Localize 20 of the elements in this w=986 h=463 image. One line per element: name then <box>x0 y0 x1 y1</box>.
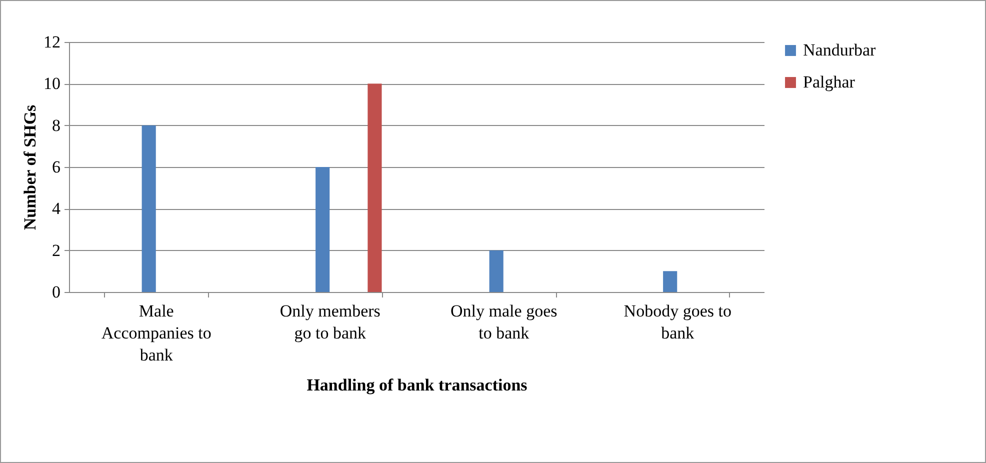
bar <box>368 84 382 292</box>
bar <box>316 167 330 292</box>
x-tick-label: Only male goes to bank <box>450 302 558 342</box>
y-tick-label: 8 <box>52 116 60 135</box>
x-tick-label: Only members go to bank <box>280 302 380 342</box>
y-tick-label: 12 <box>44 32 60 52</box>
y-tick-label: 10 <box>44 74 60 94</box>
bar <box>663 271 678 292</box>
bar <box>142 125 156 292</box>
y-tick-label: 6 <box>52 158 60 176</box>
x-tick-label: Male Accompanies to bank <box>101 302 212 364</box>
legend-label: Nandurbar <box>803 40 876 60</box>
y-axis-title: Number of SHGs <box>20 104 40 230</box>
y-tick-label: 0 <box>52 282 60 302</box>
x-tick-label: Nobody goes to bank <box>624 302 732 342</box>
x-axis-title: Handling of bank transactions <box>306 376 528 394</box>
bar <box>489 250 504 292</box>
y-tick-label: 4 <box>52 199 61 218</box>
legend-label: Palghar <box>803 72 856 92</box>
y-tick-label: 2 <box>52 240 60 260</box>
